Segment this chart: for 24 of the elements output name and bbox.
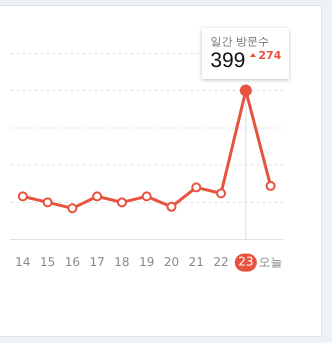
point	[266, 180, 276, 191]
point	[216, 188, 226, 198]
point	[191, 182, 202, 192]
x-tick-label: 오늘	[258, 254, 283, 269]
x-tick-label: 14	[15, 254, 30, 269]
x-tick-label: 16	[64, 254, 80, 269]
text: 274	[258, 48, 282, 62]
point	[18, 191, 28, 202]
x-tick-label: 23	[238, 254, 254, 269]
text: 일간 방문수	[210, 34, 270, 49]
point	[142, 191, 152, 202]
x-tick-label: 22	[213, 254, 229, 269]
point	[67, 203, 78, 214]
x-tick-label: 15	[40, 254, 56, 269]
point	[166, 202, 176, 212]
x-tick-label: 20	[164, 254, 180, 269]
x-tick-label: 21	[188, 254, 204, 269]
x-tick-label: 17	[90, 254, 105, 269]
text: 399	[210, 48, 246, 72]
x-tick-label: 19	[139, 254, 154, 269]
x-tick-label: 18	[114, 254, 130, 269]
point	[116, 197, 127, 208]
point	[42, 197, 53, 208]
point	[92, 191, 102, 202]
